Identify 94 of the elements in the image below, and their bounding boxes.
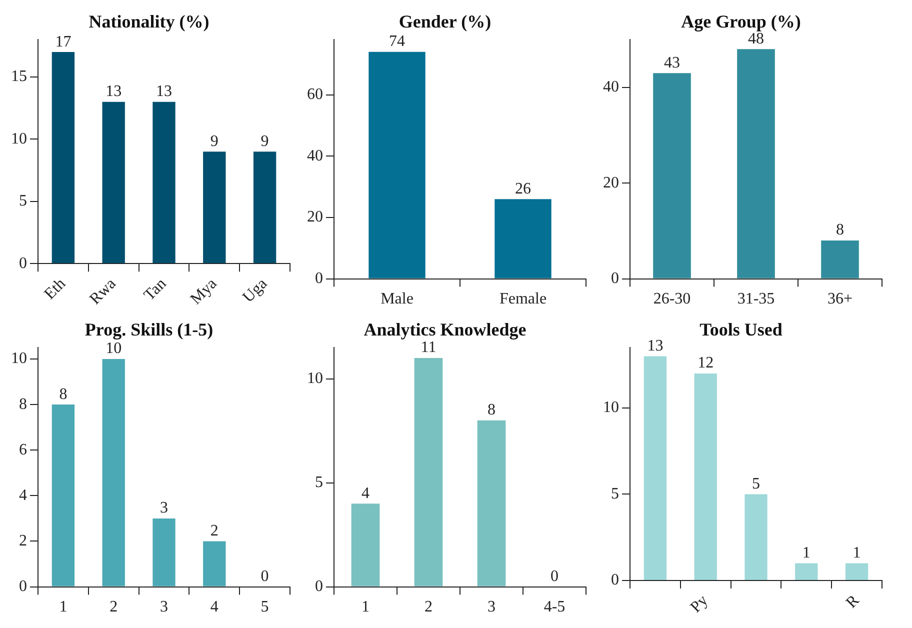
data-label: 2 — [210, 522, 218, 540]
bar — [744, 494, 768, 580]
x-tick-label: Py — [687, 592, 712, 616]
data-label: 3 — [160, 500, 168, 517]
data-label: 26 — [515, 180, 531, 198]
y-tick-label: 10 — [11, 130, 27, 148]
x-tick-label: 31-35 — [737, 290, 775, 308]
bar — [152, 518, 176, 586]
x-tick-label: 26-30 — [653, 290, 691, 308]
x-tick-label: Female — [499, 290, 547, 308]
y-tick-label: 0 — [19, 578, 27, 596]
chart-title: Nationality (%) — [88, 11, 210, 32]
y-tick-label: 15 — [11, 68, 27, 86]
chart-title: Prog. Skills (1-5) — [84, 319, 214, 340]
bar — [102, 102, 125, 264]
y-tick-label: 6 — [19, 441, 27, 458]
bar — [414, 358, 443, 586]
y-tick-label: 20 — [307, 208, 323, 226]
bar — [351, 504, 380, 586]
y-tick-label: 5 — [19, 192, 27, 210]
x-tick-label: 2 — [110, 598, 118, 616]
data-label: 4 — [362, 484, 370, 502]
bar — [845, 563, 868, 580]
y-tick-label: 10 — [603, 399, 619, 416]
y-tick-label: 0 — [315, 578, 323, 596]
bar — [821, 240, 859, 278]
x-tick-label: 3 — [488, 598, 496, 616]
data-label: 0 — [550, 568, 558, 586]
x-tick-label: R — [843, 592, 863, 612]
y-tick-label: 2 — [19, 532, 27, 550]
bar — [152, 102, 176, 264]
y-tick-label: 5 — [611, 485, 619, 502]
bar — [102, 358, 125, 586]
chart-title: Gender (%) — [398, 11, 492, 32]
data-label: 12 — [698, 354, 714, 372]
bar — [795, 563, 818, 580]
bar — [737, 49, 775, 278]
data-label: 17 — [55, 33, 72, 50]
y-tick-label: 0 — [19, 254, 27, 272]
data-label: 13 — [106, 83, 122, 100]
y-tick-label: 4 — [19, 486, 27, 504]
data-label: 8 — [488, 402, 496, 419]
x-tick-label: Tan — [140, 275, 170, 304]
y-tick-label: 10 — [11, 350, 27, 368]
data-label: 10 — [106, 340, 122, 358]
x-tick-label: Male — [380, 290, 414, 308]
y-tick-label: 10 — [307, 370, 323, 388]
data-label: 8 — [836, 222, 844, 239]
x-tick-label: 36+ — [827, 290, 853, 308]
data-label: 13 — [647, 337, 664, 354]
y-tick-label: 40 — [307, 147, 323, 164]
data-label: 1 — [852, 544, 861, 562]
data-label: 9 — [260, 132, 269, 150]
x-tick-label: 1 — [362, 598, 370, 616]
x-tick-label: 1 — [59, 598, 68, 616]
chart-title: Age Group (%) — [681, 11, 801, 32]
x-tick-label: 4 — [210, 598, 218, 616]
bar — [644, 356, 667, 580]
data-label: 8 — [59, 386, 68, 403]
x-tick-label: 3 — [160, 598, 168, 616]
data-label: 13 — [156, 83, 172, 100]
y-tick-label: 0 — [611, 572, 619, 589]
y-tick-label: 0 — [315, 270, 323, 288]
y-tick-label: 5 — [315, 474, 323, 492]
bar — [203, 152, 226, 264]
data-label: 74 — [389, 33, 405, 50]
x-tick-label: Eth — [41, 275, 69, 303]
y-tick-label: 8 — [19, 396, 27, 413]
bar — [694, 373, 717, 580]
x-tick-label: 5 — [260, 598, 269, 616]
x-tick-label: Rwa — [86, 275, 120, 308]
data-label: 9 — [210, 132, 218, 150]
data-label: 11 — [420, 339, 436, 356]
x-tick-label: Mya — [187, 275, 220, 308]
chart-title: Analytics Knowledge — [364, 319, 526, 340]
y-tick-label: 60 — [307, 86, 323, 104]
data-label: 48 — [748, 30, 764, 48]
data-label: 1 — [802, 544, 810, 562]
x-tick-label: 2 — [424, 598, 432, 616]
bar — [477, 420, 506, 586]
data-label: 0 — [260, 568, 269, 586]
data-label: 5 — [752, 475, 760, 492]
data-label: 43 — [664, 54, 680, 72]
bar — [52, 52, 75, 264]
x-tick-label: Uga — [240, 275, 271, 306]
chart-title: Tools Used — [700, 319, 782, 340]
bar — [653, 73, 691, 278]
bar — [203, 541, 226, 586]
y-tick-label: 20 — [603, 174, 619, 192]
bar — [253, 152, 276, 264]
y-tick-label: 0 — [611, 270, 619, 288]
bar — [52, 404, 75, 586]
y-tick-label: 40 — [603, 78, 619, 96]
x-tick-label: 4-5 — [544, 598, 566, 616]
